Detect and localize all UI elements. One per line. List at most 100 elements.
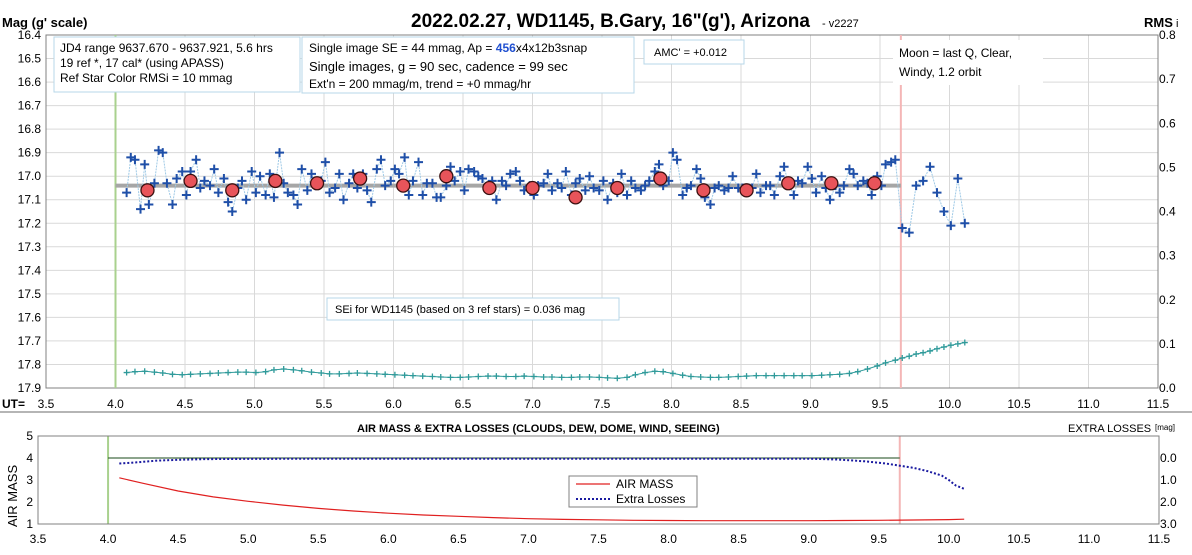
- rms-point: [391, 371, 398, 378]
- x-tick-label: 6.0: [385, 397, 402, 411]
- raw-point: [418, 190, 428, 200]
- raw-point: [455, 166, 465, 176]
- raw-point: [505, 169, 515, 179]
- rms-point: [262, 368, 269, 375]
- rms-point: [679, 372, 686, 379]
- rms-point: [346, 370, 353, 377]
- raw-point: [191, 155, 201, 165]
- binned-point: [225, 183, 240, 198]
- raw-point: [626, 176, 636, 186]
- raw-point: [464, 164, 474, 174]
- rms-point: [826, 371, 833, 378]
- rms-point: [920, 349, 927, 356]
- raw-point: [213, 188, 223, 198]
- rms-point: [669, 370, 676, 377]
- raw-point: [616, 169, 626, 179]
- raw-point: [775, 171, 785, 181]
- raw-point: [223, 197, 233, 207]
- info-image-line-2: Single images, g = 90 sec, cadence = 99 …: [309, 59, 568, 74]
- raw-point: [209, 164, 219, 174]
- raw-point: [853, 181, 863, 191]
- rms-point: [485, 373, 492, 380]
- raw-point: [459, 185, 469, 195]
- rms-point: [882, 359, 889, 366]
- raw-point: [167, 199, 177, 209]
- bottom-y2-ticks: 0.0 1.0 2.0 3.0: [1160, 451, 1177, 531]
- raw-point: [158, 148, 168, 158]
- rms-point: [781, 372, 788, 379]
- rms-point: [899, 354, 906, 361]
- raw-point: [696, 174, 706, 184]
- rms-point: [596, 374, 603, 381]
- rms-point: [197, 370, 204, 377]
- rms-point: [429, 373, 436, 380]
- rms-point: [548, 373, 555, 380]
- bottom-y-tick-label: 4: [26, 451, 33, 465]
- rms-point: [927, 347, 934, 354]
- raw-point: [817, 171, 827, 181]
- moon-box: Moon = last Q, Clear, Windy, 1.2 orbit: [893, 40, 1043, 85]
- bottom-y-tick-label: 1: [26, 517, 33, 531]
- top-plot-frame: [45, 34, 1159, 389]
- raw-point: [765, 181, 775, 191]
- raw-point: [136, 204, 146, 214]
- raw-point: [881, 159, 891, 169]
- raw-point: [918, 176, 928, 186]
- raw-point: [849, 169, 859, 179]
- y-tick-label: 17.6: [18, 310, 42, 324]
- raw-point: [288, 190, 298, 200]
- raw-point: [692, 164, 702, 174]
- y-tick-label: 17.4: [18, 263, 42, 277]
- rms-point: [179, 371, 186, 378]
- raw-point: [172, 174, 182, 184]
- rms-point: [576, 373, 583, 380]
- raw-point: [144, 199, 154, 209]
- rms-point: [697, 373, 704, 380]
- y-tick-label: 16.9: [18, 146, 42, 160]
- rms-point: [364, 370, 371, 377]
- raw-point: [603, 195, 613, 205]
- rms-point: [336, 370, 343, 377]
- raw-point: [469, 166, 479, 176]
- raw-point: [543, 169, 553, 179]
- raw-point: [237, 176, 247, 186]
- rms-point: [614, 375, 621, 382]
- bottom-x-tick-label: 7.0: [520, 532, 537, 546]
- rms-point: [799, 372, 806, 379]
- bottom-y-tick-label: 3: [26, 473, 33, 487]
- raw-point: [205, 181, 215, 191]
- raw-point: [149, 178, 159, 188]
- rms-point: [401, 372, 408, 379]
- bottom-y-ticks: 1 2 3 4 5: [26, 429, 33, 531]
- rms-point: [836, 371, 843, 378]
- y2-axis-label-suffix: i: [1176, 18, 1178, 30]
- rms-point: [604, 374, 611, 381]
- y-tick-label: 17.3: [18, 240, 42, 254]
- info-image-line-1-pre: Single image SE = 44 mmag, Ap =: [309, 41, 496, 55]
- raw-point: [227, 207, 237, 216]
- raw-point: [247, 166, 257, 176]
- rms-point: [225, 369, 232, 376]
- raw-point: [140, 159, 150, 169]
- bottom-series: [119, 457, 965, 522]
- x-tick-label: 4.0: [107, 397, 124, 411]
- legend-losses-label: Extra Losses: [616, 492, 685, 506]
- y2-axis-label: RMS: [1144, 15, 1173, 30]
- raw-point: [390, 164, 400, 174]
- x-tick-label: 5.5: [316, 397, 333, 411]
- raw-point: [678, 190, 688, 200]
- info-image-line-1: Single image SE = 44 mmag, Ap = 456x4x12…: [309, 41, 588, 55]
- raw-point: [803, 162, 813, 172]
- raw-point: [811, 188, 821, 198]
- rms-point: [252, 369, 259, 376]
- sei-box: SEi for WD1145 (based on 3 ref stars) = …: [326, 297, 620, 321]
- rms-point: [290, 366, 297, 373]
- aperture-value: 456: [496, 41, 516, 55]
- y-tick-label: 17.7: [18, 334, 42, 348]
- y-tick-label: 17.9: [18, 381, 42, 395]
- raw-point: [939, 207, 949, 216]
- raw-point: [334, 169, 344, 179]
- rms-point: [437, 373, 444, 380]
- binned-point: [781, 176, 796, 191]
